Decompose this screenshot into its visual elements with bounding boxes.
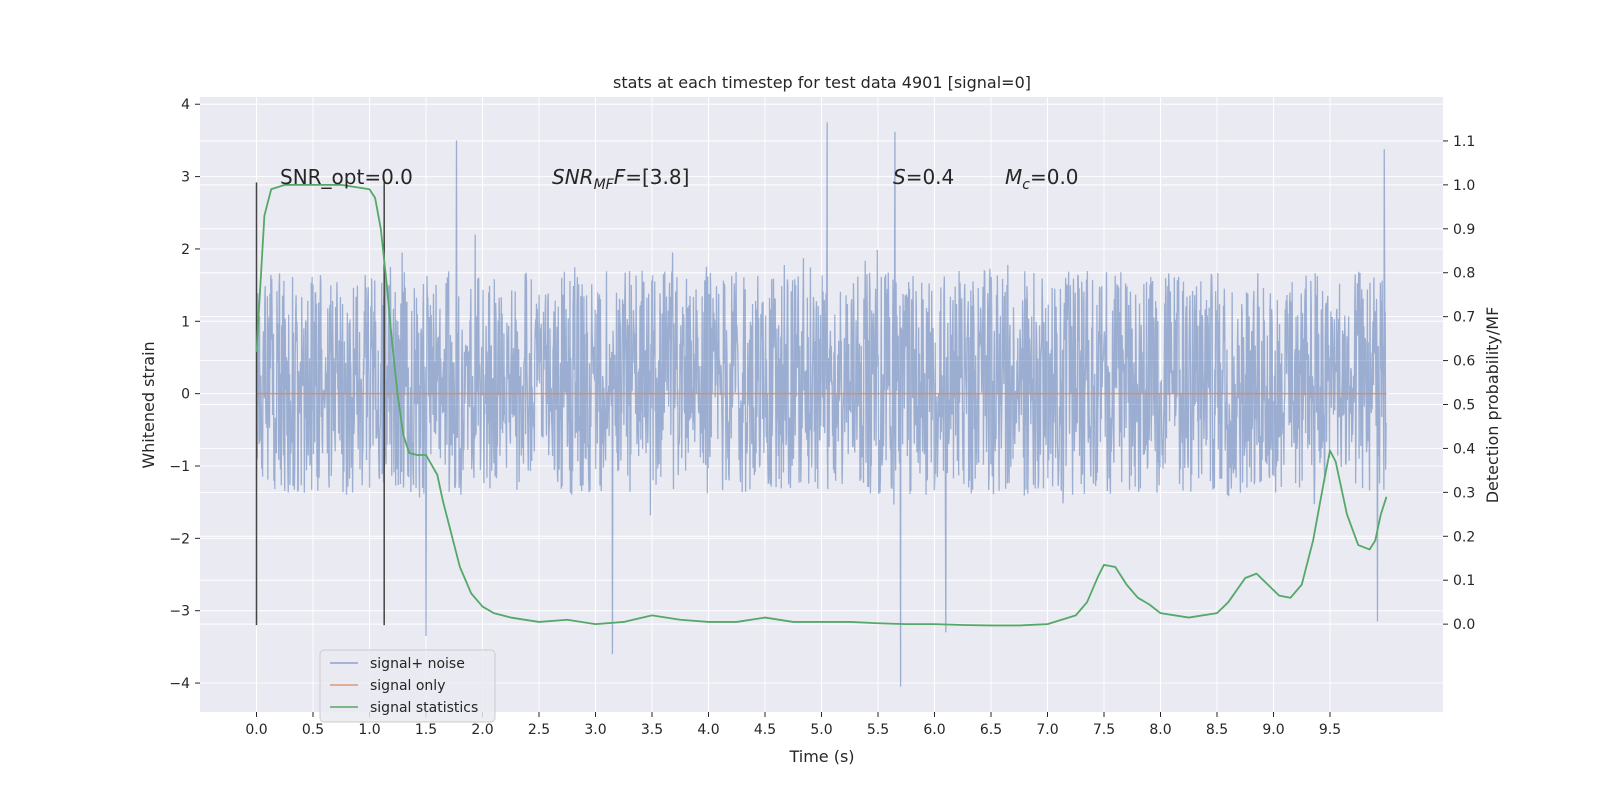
y-tick-label: −1 bbox=[169, 459, 190, 475]
x-tick-label: 7.5 bbox=[1093, 722, 1115, 738]
x-tick-label: 8.0 bbox=[1149, 722, 1171, 738]
y-axis-label: Whitened strain bbox=[139, 341, 158, 468]
x-tick-label: 0.0 bbox=[245, 722, 267, 738]
y-tick-label: 0 bbox=[181, 387, 190, 403]
x-tick-label: 5.0 bbox=[810, 722, 832, 738]
x-tick-label: 2.0 bbox=[471, 722, 493, 738]
legend-label-noise: signal+ noise bbox=[370, 656, 465, 672]
x-tick-label: 3.0 bbox=[584, 722, 606, 738]
x-tick-label: 9.5 bbox=[1319, 722, 1341, 738]
x-axis-ticks: 0.0 0.5 1.0 1.5 2.0 2.5 3.0 3.5 4.0 4.5 5.0 5.5 6.0 6… bbox=[245, 712, 1341, 738]
annotation-snr-mf-f: F bbox=[614, 165, 626, 189]
x-tick-label: 2.5 bbox=[528, 722, 550, 738]
x-tick-label: 5.5 bbox=[867, 722, 889, 738]
y2-axis-label: Detection probability/MF bbox=[1483, 307, 1502, 504]
chart-title: stats at each timestep for test data 490… bbox=[613, 73, 1031, 92]
annotation-mc: Mc=0.0 bbox=[1005, 165, 1079, 193]
legend-label-stats: signal statistics bbox=[370, 700, 478, 716]
y-tick-label: 4 bbox=[181, 97, 190, 113]
y-tick-label: 2 bbox=[181, 242, 190, 258]
annotation-snr-mf: SNRMFF=[3.8] bbox=[552, 165, 689, 193]
y2-tick-label: 0.9 bbox=[1453, 222, 1475, 238]
signal-statistics-line bbox=[255, 183, 1388, 627]
y2-tick-label: 0.4 bbox=[1453, 441, 1475, 457]
legend-box bbox=[319, 649, 496, 723]
x-tick-label: 6.5 bbox=[980, 722, 1002, 738]
x-tick-label: 1.0 bbox=[358, 722, 380, 738]
annotation-snr-mf-sub: MF bbox=[594, 177, 615, 193]
x-tick-label: 8.5 bbox=[1206, 722, 1228, 738]
y2-tick-label: 1.1 bbox=[1453, 134, 1475, 150]
signal-noise-series bbox=[255, 122, 1388, 687]
x-tick-label: 0.5 bbox=[302, 722, 324, 738]
y2-axis-ticks: 1.1 1.0 0.9 0.8 0.7 0.6 0.5 0.4 0.3 0.2 0.1 0.0 bbox=[1443, 134, 1475, 633]
x-tick-label: 1.5 bbox=[415, 722, 437, 738]
y2-tick-label: 0.6 bbox=[1453, 354, 1475, 370]
y-tick-label: −2 bbox=[169, 531, 190, 547]
legend: signal+ noise signal only signal statist… bbox=[319, 649, 496, 723]
x-tick-label: 6.0 bbox=[923, 722, 945, 738]
y-tick-label: −3 bbox=[169, 604, 190, 620]
x-tick-label: 3.5 bbox=[641, 722, 663, 738]
y2-tick-label: 0.2 bbox=[1453, 529, 1475, 545]
x-tick-label: 4.5 bbox=[754, 722, 776, 738]
x-tick-label: 7.0 bbox=[1036, 722, 1058, 738]
y2-tick-label: 0.1 bbox=[1453, 573, 1475, 589]
y-axis-ticks: 4 3 2 1 0 −1 −2 −3 −4 bbox=[169, 97, 200, 692]
x-tick-label: 4.0 bbox=[697, 722, 719, 738]
signal-statistics-series bbox=[255, 183, 1388, 627]
x-tick-label: 9.0 bbox=[1262, 722, 1284, 738]
y2-tick-label: 0.7 bbox=[1453, 310, 1475, 326]
y2-tick-label: 0.5 bbox=[1453, 398, 1475, 414]
annotation-mc-main: M bbox=[1005, 165, 1022, 189]
annotation-mc-value: =0.0 bbox=[1030, 165, 1079, 189]
x-axis-label: Time (s) bbox=[788, 747, 854, 766]
annotation-s-main: S bbox=[893, 165, 906, 189]
y-tick-label: 3 bbox=[181, 170, 190, 186]
annotation-snr-mf-main: SNR bbox=[552, 165, 594, 189]
y2-tick-label: 0.0 bbox=[1453, 617, 1475, 633]
y2-tick-label: 0.3 bbox=[1453, 485, 1475, 501]
annotation-s: S=0.4 bbox=[893, 165, 954, 189]
y2-tick-label: 1.0 bbox=[1453, 178, 1475, 194]
legend-label-signal: signal only bbox=[370, 678, 445, 694]
annotation-snr-mf-value: =[3.8] bbox=[625, 165, 689, 189]
signal-noise-line bbox=[255, 122, 1388, 687]
y2-tick-label: 0.8 bbox=[1453, 266, 1475, 282]
y-tick-label: 1 bbox=[181, 314, 190, 330]
annotation-s-value: =0.4 bbox=[906, 165, 955, 189]
annotation-snr-opt: SNR_opt=0.0 bbox=[280, 165, 413, 189]
annotation-mc-sub: c bbox=[1022, 177, 1030, 193]
y-tick-label: −4 bbox=[169, 676, 190, 692]
